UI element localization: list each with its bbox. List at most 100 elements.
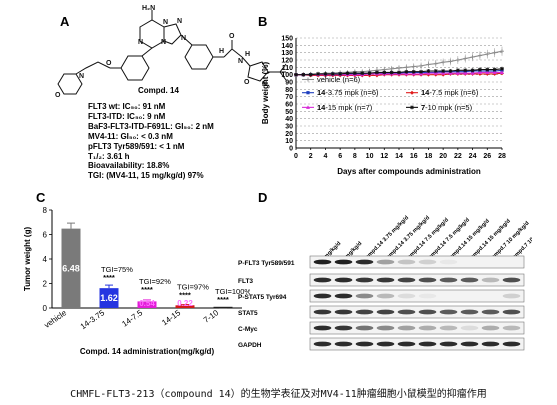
blot-band <box>334 277 353 283</box>
x-tick-label: 12 <box>380 153 388 160</box>
blot-strip <box>309 337 525 351</box>
bar-value-label: 1.62 <box>100 293 118 303</box>
data-point <box>492 67 497 72</box>
blot-band <box>355 277 374 283</box>
data-point <box>470 55 475 60</box>
y-tick-label: 100 <box>281 72 293 79</box>
blot-row-label: GAPDH <box>238 342 262 349</box>
atom-label: O <box>229 33 235 40</box>
blot-band <box>418 259 437 265</box>
data-point <box>463 71 468 75</box>
data-point <box>477 67 482 72</box>
blot-band <box>355 259 374 265</box>
x-tick-label: 22 <box>454 153 462 160</box>
data-point <box>316 71 321 76</box>
x-tick-label: 10 <box>366 153 374 160</box>
y-tick-label: 4 <box>43 255 48 264</box>
legend-entry: 14-15 mpk (n=7) <box>302 103 373 112</box>
x-tick-label: 20 <box>439 153 447 160</box>
blot-strip <box>309 305 525 319</box>
y-tick-label: 130 <box>281 50 293 57</box>
blot-band <box>376 259 395 265</box>
atom-label: N <box>177 18 182 25</box>
blot-band <box>481 325 500 331</box>
y-axis-label: Body weight (%) <box>261 62 270 125</box>
blot-strip <box>309 255 525 269</box>
data-point <box>441 69 446 73</box>
y-tick-label: 20 <box>285 131 293 138</box>
x-tick-label: 26 <box>483 153 491 160</box>
data-point <box>426 62 431 67</box>
y-tick-label: 2 <box>43 280 48 289</box>
blot-band <box>439 325 458 331</box>
legend-entry: 14-7.5 mpk (n=6) <box>406 88 479 97</box>
bar <box>99 288 119 308</box>
data-point <box>485 70 490 74</box>
data-point <box>492 70 497 74</box>
data-point <box>448 69 453 73</box>
blot-band <box>460 309 479 315</box>
x-tick-label: 24 <box>469 153 477 160</box>
significance-marker: **** <box>217 295 229 304</box>
blot-band <box>439 309 458 315</box>
data-point <box>433 69 438 73</box>
blot-band <box>397 277 416 283</box>
blot-band <box>355 325 374 331</box>
data-point <box>338 71 343 76</box>
bar <box>61 228 81 308</box>
data-point <box>306 91 310 95</box>
data-point <box>397 70 401 75</box>
property-line: TGI: (MV4-11, 15 mg/kg/d) 97% <box>88 171 204 181</box>
data-point <box>397 66 401 71</box>
atom-label: N <box>238 58 243 65</box>
blot-row-label: P-STAT5 Tyr694 <box>238 294 287 301</box>
blot-band <box>334 309 353 315</box>
legend-entry: vehicle (n=6) <box>302 75 361 84</box>
property-line: MV4-11: GI₅₀: < 0.3 nM <box>88 131 173 141</box>
y-tick-label: 0 <box>43 304 48 313</box>
blot-band <box>481 341 500 347</box>
blot-band <box>313 341 332 347</box>
y-tick-label: 10 <box>285 138 293 145</box>
data-point <box>410 90 414 95</box>
blot-band <box>418 293 437 299</box>
blot-band <box>334 293 353 299</box>
blot-band <box>460 259 479 265</box>
atom-label: O <box>244 79 250 86</box>
x-tick-label: 14-3.75 <box>79 308 107 331</box>
x-tick-label: 18 <box>425 153 433 160</box>
blot-band <box>418 277 437 283</box>
blot-band <box>313 277 332 283</box>
data-point <box>411 64 416 69</box>
y-tick-label: 140 <box>281 43 293 50</box>
data-point <box>382 70 387 75</box>
blot-row-label: STAT5 <box>238 310 258 317</box>
data-point <box>360 71 365 76</box>
data-point <box>352 71 357 76</box>
blot-band <box>313 293 332 299</box>
blot-band <box>418 309 437 315</box>
blot-band <box>502 277 521 283</box>
data-point <box>374 70 379 75</box>
significance-marker: **** <box>103 273 115 282</box>
data-point <box>411 69 416 74</box>
data-point <box>419 69 424 74</box>
blot-band <box>334 341 353 347</box>
blot-row-label: FLT3 <box>238 278 253 285</box>
data-point <box>448 59 453 64</box>
data-point <box>477 53 482 58</box>
data-point <box>389 66 394 71</box>
blot-row-label: P-FLT3 Tyr589/591 <box>238 260 295 267</box>
blot-band <box>334 259 353 265</box>
blot-band <box>397 293 416 299</box>
bar <box>175 305 195 308</box>
blot-band <box>439 293 458 299</box>
atom-label: H <box>219 48 224 55</box>
legend-entry: 14-3.75 mpk (n=6) <box>302 88 379 97</box>
blot-band <box>502 325 521 331</box>
atom-label: N <box>181 35 186 42</box>
blot-band <box>397 325 416 331</box>
data-point <box>367 71 372 76</box>
blot-band <box>376 325 395 331</box>
